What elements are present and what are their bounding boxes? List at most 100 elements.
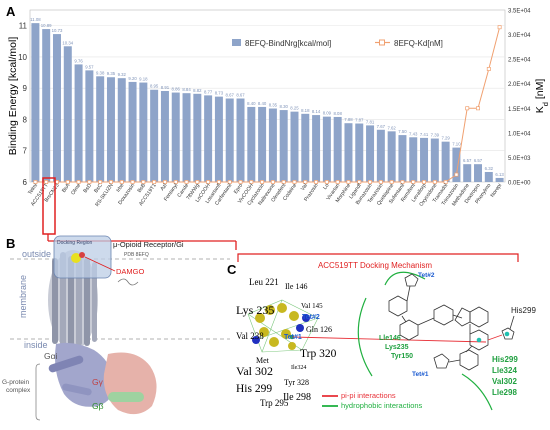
- outside-label: outside: [22, 249, 51, 259]
- gbeta-body: [103, 352, 157, 415]
- bond: [465, 345, 473, 353]
- kd-point: [400, 180, 405, 184]
- bar: [366, 125, 375, 182]
- ligand-atom: [289, 311, 299, 321]
- his299-ring: [501, 327, 515, 340]
- bar: [387, 131, 396, 182]
- bar-value-label: 8.25: [290, 106, 299, 111]
- category-label: Norepi: [490, 183, 504, 199]
- phenyl-ring-5: [459, 349, 479, 371]
- kd-point: [238, 180, 243, 184]
- binding-energy-chart: 6 7 8 9 10 11 0.0E+00 5.0E+03 1.0E+04 1.5E+04 2.0…: [7, 9, 550, 235]
- legend-hydrophobic-label: hydrophobic interactions: [341, 401, 423, 410]
- hydrophobic-contour-right: [461, 373, 493, 411]
- membrane-label: membrane: [18, 275, 28, 318]
- kd-point: [195, 180, 200, 184]
- category-label: Lo: [322, 183, 330, 191]
- bar-value-label: 8.14: [312, 109, 321, 114]
- residue-his299: His 299: [236, 383, 272, 395]
- imidazole-ring: [454, 307, 471, 327]
- kd-point: [33, 180, 38, 184]
- y-tick-label: 8: [23, 115, 28, 124]
- residue-tyr328: Tyr 328: [284, 378, 309, 387]
- category-label: Olme: [70, 183, 82, 197]
- kd-point: [260, 180, 265, 184]
- bar: [420, 137, 429, 182]
- gbeta-strand: [108, 392, 144, 402]
- bar: [355, 123, 364, 182]
- bar: [322, 116, 331, 182]
- residue-ile146: Ile 146: [285, 282, 307, 291]
- highlight-box-acc519tt: [42, 177, 56, 235]
- galpha-helix: [62, 383, 92, 396]
- ligand-atom: [302, 314, 310, 322]
- category-label: BsB: [137, 182, 148, 194]
- bar: [333, 116, 342, 182]
- residue-met: Met: [256, 356, 270, 365]
- hydrophobic-contour-left: [357, 297, 373, 377]
- bar: [42, 29, 51, 182]
- y2-tick-label: 3.5E+04: [508, 9, 531, 15]
- bar-value-label: 6.32: [485, 166, 494, 171]
- y-tick-label: 10: [18, 53, 27, 62]
- kd-point: [432, 180, 437, 184]
- kd-point: [497, 25, 502, 30]
- hydrophobic-contour-top: [384, 271, 426, 286]
- bar-value-label: 8.40: [247, 101, 256, 106]
- helix: [84, 258, 90, 346]
- bar: [96, 76, 105, 182]
- kd-point: [368, 180, 373, 184]
- bar: [106, 77, 115, 182]
- kd-point: [227, 180, 232, 184]
- panel-c-label: C: [227, 262, 237, 277]
- bar: [128, 81, 137, 182]
- residue-lys235: Lys 235: [236, 303, 274, 317]
- pipi-his299-line: [487, 334, 503, 341]
- y-tick-label: 7: [23, 147, 28, 156]
- ligand-atom: [296, 324, 304, 332]
- helix: [92, 262, 97, 342]
- bar-value-label: 6.57: [463, 158, 472, 163]
- bar: [268, 108, 277, 182]
- bond: [509, 315, 515, 330]
- benzo-ring: [469, 306, 489, 328]
- kd-point: [389, 180, 394, 184]
- phenyl-ring-1: [388, 295, 408, 317]
- kd-point: [270, 180, 275, 184]
- bar-value-label: 9.76: [74, 58, 83, 63]
- residue-val145: Val 145: [301, 302, 323, 310]
- y2-tick-label: 1.0E+04: [508, 131, 531, 137]
- kd-point: [162, 180, 167, 184]
- ligand-atom: [255, 313, 265, 323]
- bar-value-label: 8.18: [301, 108, 310, 113]
- kd-point: [454, 172, 459, 177]
- bar-value-label: 10.73: [52, 28, 63, 33]
- bar-value-label: 7.88: [344, 117, 353, 122]
- ligand-atom: [252, 336, 260, 344]
- kd-point: [357, 180, 362, 184]
- bar-value-label: 7.41: [420, 132, 429, 137]
- left-hydrophobic-labels: Lle146 Lys235 Tyr150: [379, 335, 413, 360]
- ring-centroid: [476, 337, 482, 343]
- bond: [417, 317, 435, 326]
- category-label: Epro: [233, 183, 244, 196]
- bar: [150, 89, 159, 182]
- category-label: Azl: [160, 183, 169, 192]
- kd-point: [292, 180, 297, 184]
- category-label: BsA: [61, 182, 72, 194]
- legend-pipi-label: pi-pi interactions: [341, 391, 396, 400]
- kd-point: [465, 106, 470, 111]
- y2-tick-label: 2.0E+04: [508, 82, 531, 88]
- legend-marker-kd: [379, 39, 385, 46]
- panel-c: C ACC519TT Docking Mechanism Leu 221 Ile…: [227, 253, 536, 411]
- bar: [247, 106, 256, 182]
- bar: [182, 93, 191, 182]
- left-hydrophobic-residue: Lys235: [385, 344, 409, 351]
- residue-ile324: Ile324: [291, 365, 306, 371]
- complex-bracket: [35, 363, 41, 421]
- ligand-atom: [265, 305, 275, 315]
- bar-value-label: 8.35: [269, 103, 278, 108]
- y2-axis-label-sub: d: [541, 102, 550, 106]
- bar-value-label: 10.89: [41, 23, 52, 28]
- bar: [63, 46, 72, 182]
